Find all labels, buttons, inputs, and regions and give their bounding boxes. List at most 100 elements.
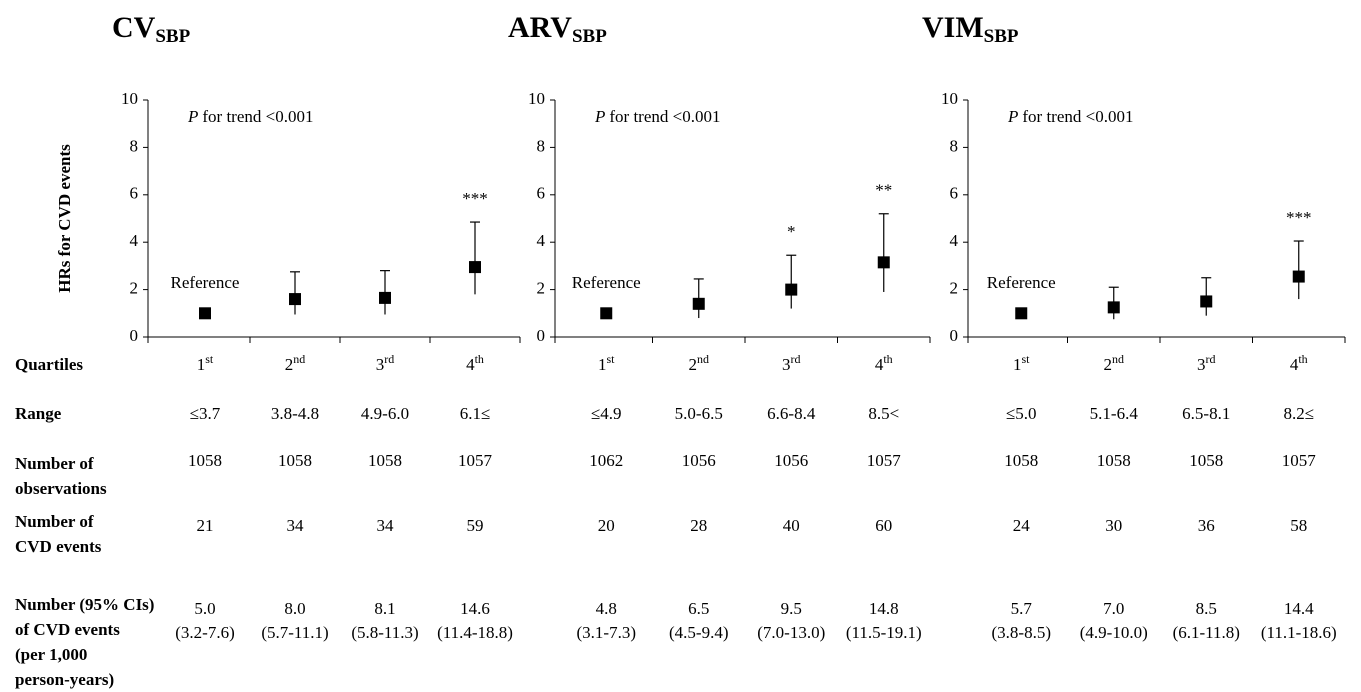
quartile-number: 3	[1197, 355, 1206, 374]
incidence-ci: (11.5-19.1)	[846, 623, 922, 642]
panel-title: ARVSBP	[508, 11, 607, 47]
incidence: 5.0	[194, 599, 215, 618]
y-tick-label: 10	[121, 89, 138, 108]
point	[877, 256, 890, 269]
range: 5.0-6.5	[675, 404, 723, 423]
y-tick-label: 8	[130, 136, 139, 155]
incidence: 14.6	[460, 599, 490, 618]
quartile-number: 1	[197, 355, 206, 374]
quartile: 2nd	[689, 352, 710, 374]
events: 40	[783, 516, 800, 535]
y-tick-label: 6	[537, 184, 546, 203]
y-tick-label: 8	[537, 136, 546, 155]
incidence: 9.5	[781, 599, 802, 618]
quartile-suffix: rd	[791, 352, 801, 366]
quartile-suffix: st	[205, 352, 214, 366]
incidence-ci: (3.2-7.6)	[175, 623, 234, 642]
quartile-suffix: rd	[384, 352, 394, 366]
y-tick-label: 2	[130, 279, 139, 298]
events: 34	[377, 516, 395, 535]
observations: 1062	[589, 451, 623, 470]
row-label: observations	[15, 479, 107, 498]
events: 21	[197, 516, 214, 535]
range: 6.5-8.1	[1182, 404, 1230, 423]
incidence-ci: (7.0-13.0)	[757, 623, 825, 642]
quartile: 2nd	[285, 352, 306, 374]
y-tick-label: 4	[950, 231, 959, 250]
incidence-ci: (4.5-9.4)	[669, 623, 728, 642]
quartile-suffix: th	[1298, 352, 1307, 366]
quartile: 3rd	[376, 352, 395, 374]
observations: 1058	[1189, 451, 1223, 470]
reference-label: Reference	[171, 273, 240, 292]
y-tick-label: 6	[950, 184, 959, 203]
point	[1015, 307, 1028, 320]
significance: **	[875, 181, 892, 200]
point	[379, 291, 391, 304]
incidence: 7.0	[1103, 599, 1124, 618]
quartile: 3rd	[1197, 352, 1216, 374]
annotation-italic: P	[594, 107, 605, 126]
observations: 1056	[682, 451, 716, 470]
events: 58	[1290, 516, 1307, 535]
incidence: 4.8	[596, 599, 617, 618]
significance: ***	[462, 189, 488, 208]
incidence-ci: (3.8-8.5)	[992, 623, 1051, 642]
quartile-number: 4	[1290, 355, 1299, 374]
quartile-suffix: nd	[293, 352, 305, 366]
events: 24	[1013, 516, 1031, 535]
quartile-suffix: nd	[697, 352, 709, 366]
title-main: CV	[112, 11, 156, 44]
incidence-ci: (4.9-10.0)	[1080, 623, 1148, 642]
quartile-number: 2	[285, 355, 294, 374]
range: ≤5.0	[1006, 404, 1037, 423]
incidence: 8.5	[1196, 599, 1217, 618]
title-subscript: SBP	[984, 26, 1019, 47]
incidence: 8.0	[284, 599, 305, 618]
events: 36	[1198, 516, 1215, 535]
range: ≤4.9	[591, 404, 622, 423]
quartile: 2nd	[1104, 352, 1125, 374]
row-label: Number (95% CIs)	[15, 595, 154, 614]
panel-title: CVSBP	[112, 11, 191, 47]
observations: 1057	[458, 451, 493, 470]
y-tick-label: 6	[130, 184, 139, 203]
row-label: (per 1,000	[15, 645, 87, 664]
y-tick-label: 4	[130, 231, 139, 250]
point	[289, 293, 301, 306]
quartile: 1st	[1013, 352, 1030, 374]
quartile-suffix: th	[475, 352, 484, 366]
events: 20	[598, 516, 615, 535]
quartile-number: 3	[782, 355, 791, 374]
range: 3.8-4.8	[271, 404, 319, 423]
point	[1200, 295, 1213, 308]
quartile-suffix: st	[1021, 352, 1030, 366]
incidence: 5.7	[1011, 599, 1033, 618]
quartile-number: 4	[875, 355, 884, 374]
row-label: Quartiles	[15, 355, 83, 374]
incidence: 6.5	[688, 599, 709, 618]
observations: 1058	[1004, 451, 1038, 470]
quartile-suffix: st	[606, 352, 615, 366]
incidence-ci: (3.1-7.3)	[577, 623, 636, 642]
annotation-text: for trend <0.001	[1022, 107, 1133, 126]
range: 6.6-8.4	[767, 404, 816, 423]
row-label: Range	[15, 404, 62, 423]
y-tick-label: 0	[130, 326, 139, 345]
y-tick-label: 0	[950, 326, 959, 345]
y-tick-label: 10	[528, 89, 545, 108]
title-subscript: SBP	[572, 26, 607, 47]
quartile: 4th	[875, 352, 893, 374]
events: 59	[467, 516, 484, 535]
observations: 1057	[867, 451, 902, 470]
range: 8.5<	[868, 404, 899, 423]
observations: 1056	[774, 451, 808, 470]
observations: 1058	[188, 451, 222, 470]
panel-title: VIMSBP	[922, 11, 1019, 47]
incidence: 8.1	[374, 599, 395, 618]
quartile: 1st	[197, 352, 214, 374]
incidence-ci: (11.4-18.8)	[437, 623, 513, 642]
incidence-ci: (6.1-11.8)	[1173, 623, 1240, 642]
